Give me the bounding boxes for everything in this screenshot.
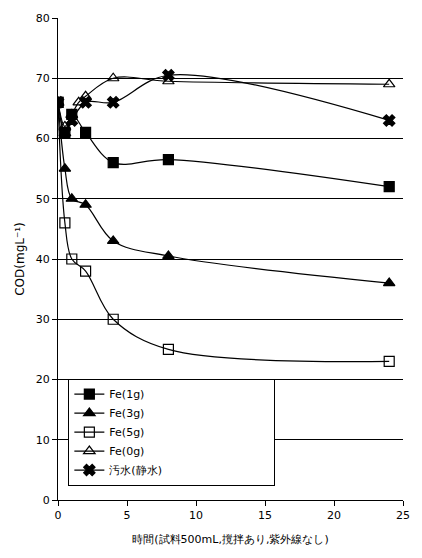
svg-text:50: 50 xyxy=(36,193,50,206)
svg-text:10: 10 xyxy=(189,509,203,522)
svg-text:20: 20 xyxy=(327,509,341,522)
svg-text:15: 15 xyxy=(258,509,272,522)
svg-text:Fe(1g): Fe(1g) xyxy=(109,388,144,401)
svg-text:30: 30 xyxy=(36,313,50,326)
svg-text:Fe(5g): Fe(5g) xyxy=(109,426,144,439)
svg-text:Fe(0g): Fe(0g) xyxy=(109,445,144,458)
svg-text:0: 0 xyxy=(43,494,50,507)
svg-text:汚水(静水): 汚水(静水) xyxy=(109,464,162,477)
svg-text:5: 5 xyxy=(124,509,131,522)
svg-text:70: 70 xyxy=(36,72,50,85)
svg-text:0: 0 xyxy=(55,509,62,522)
svg-text:COD(mgL⁻¹): COD(mgL⁻¹) xyxy=(13,222,27,296)
svg-text:25: 25 xyxy=(396,509,410,522)
svg-text:80: 80 xyxy=(36,12,50,25)
svg-text:40: 40 xyxy=(36,253,50,266)
svg-text:時間(試料500mL,撹拌あり,紫外線なし): 時間(試料500mL,撹拌あり,紫外線なし) xyxy=(132,533,328,546)
svg-text:60: 60 xyxy=(36,132,50,145)
svg-text:Fe(3g): Fe(3g) xyxy=(109,407,144,420)
svg-text:10: 10 xyxy=(36,434,50,447)
svg-text:20: 20 xyxy=(36,373,50,386)
